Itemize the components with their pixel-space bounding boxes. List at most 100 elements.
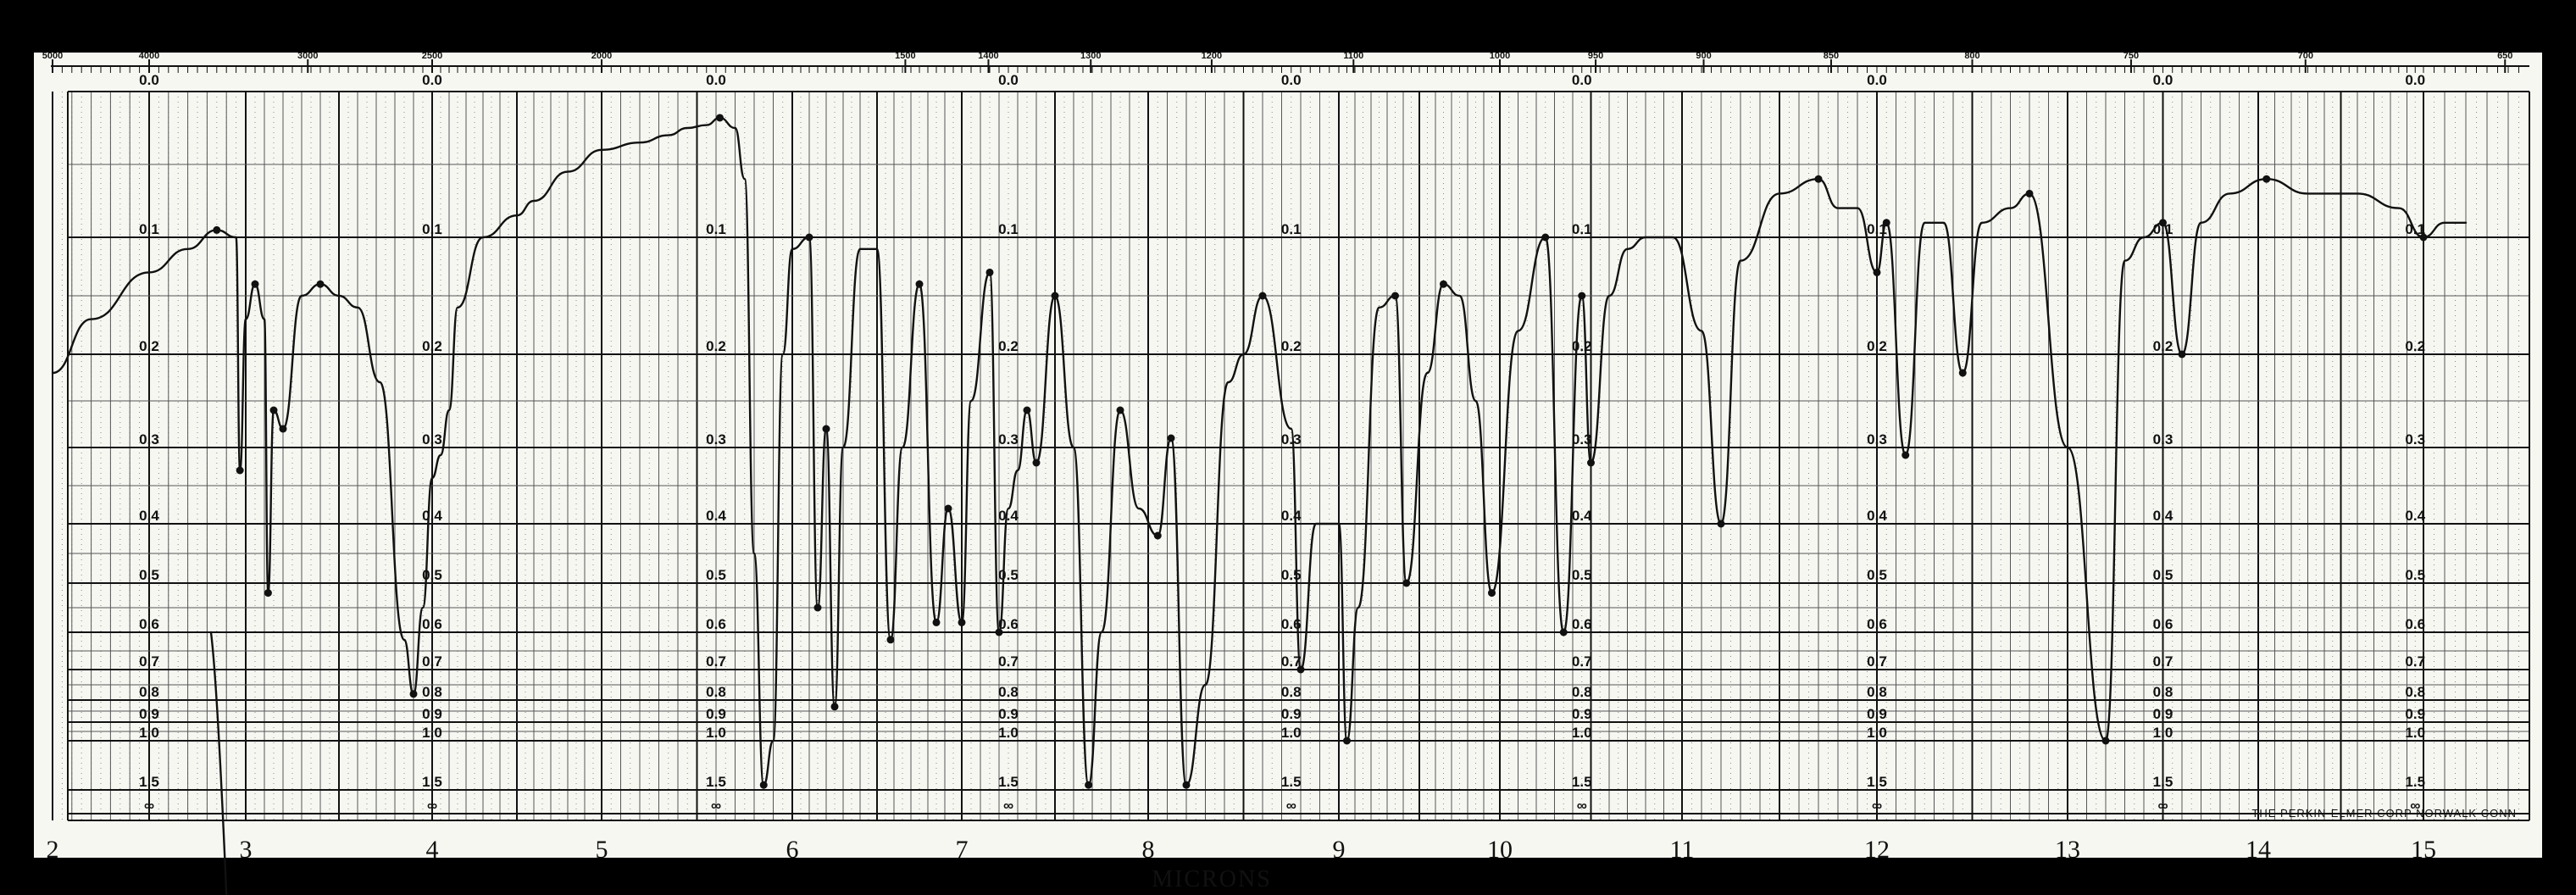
spectrum-point [1882,219,1890,227]
absorbance-label: 1.0 [139,725,159,741]
micron-tick-label: 15 [2411,836,2436,864]
absorbance-label: 0.9 [2405,706,2425,722]
micron-tick-label: 14 [2246,836,2271,864]
absorbance-label: 0.5 [1867,567,1887,583]
spectrum-point [1873,268,1881,276]
wavenumber-tick-label: 3000 [297,51,318,61]
absorbance-label: 0.6 [2153,616,2174,632]
wavenumber-tick-label: 2500 [422,51,442,61]
absorbance-label: 0.6 [1281,616,1302,632]
spectrum-point [932,618,941,626]
absorbance-label: 0.8 [422,684,442,700]
absorbance-label: 0.2 [1867,338,1887,354]
absorbance-label: ∞ [1872,798,1882,814]
absorbance-label: 1.0 [1867,725,1887,741]
absorbance-label: 0.7 [422,653,442,670]
absorbance-label: ∞ [1286,798,1296,814]
grid-layer [52,91,2530,821]
micron-tick-label: 4 [426,836,439,864]
spectrum-point [1085,781,1093,789]
wavenumber-tick-label: 4000 [139,51,159,61]
spectrum-point [830,703,839,711]
absorbance-label: 1.5 [1572,774,1592,790]
absorbance-label: 0.0 [2405,72,2425,88]
absorbance-label: 1.0 [422,725,442,741]
absorbance-label: 1.5 [2405,774,2425,790]
absorbance-label: 0.7 [2405,653,2425,670]
micron-tick-label: 9 [1333,836,1346,864]
absorbance-label: 0.2 [706,338,726,354]
wavenumber-tick-label: 1000 [1490,51,1510,61]
wavenumber-tick-label: 1200 [1202,51,1222,61]
micron-tick-label: 2 [47,836,59,864]
micron-tick-label: 8 [1142,836,1155,864]
absorbance-label: 0.3 [998,431,1019,448]
absorbance-label: 0.4 [2405,508,2425,524]
absorbance-label: 0.0 [1281,72,1302,88]
wavenumber-tick-label: 5000 [42,51,63,61]
wavenumber-scale: 5000 4000 3000 2500 2000 1500 1400 1300 1200 1100… [42,51,2529,73]
absorbance-label: 1.0 [2405,725,2425,741]
absorbance-label: ∞ [144,798,154,814]
absorbance-label: 0.2 [2405,338,2425,354]
absorbance-label: 1.5 [139,774,159,790]
absorbance-label: ∞ [2410,798,2420,814]
absorbance-label: 0.5 [998,567,1019,583]
spectrum-point [1587,459,1595,467]
absorbance-label: 0.2 [1572,338,1592,354]
absorbance-label: 0.3 [1867,431,1887,448]
spectrum-point [409,690,418,698]
wavenumber-tick-label: 1500 [895,51,915,61]
spectrum-point [1814,175,1823,183]
spectrum-point [1116,406,1124,414]
spectrum-point [1153,531,1162,540]
spectrum-point [316,280,325,288]
absorbance-label: 0.0 [2153,72,2174,88]
absorbance-label: 0.5 [1281,567,1302,583]
spectrum-point [2025,189,2034,197]
micron-tick-label: 3 [240,836,253,864]
micron-tick-label: 10 [1487,836,1513,864]
absorbance-label: 0.7 [1867,653,1887,670]
spectrum-point [1488,589,1496,598]
absorbance-label: 0.4 [422,508,442,524]
absorbance-label: 0.9 [422,706,442,722]
absorbance-label: 0.4 [706,508,726,524]
absorbance-label: 0.0 [1867,72,1887,88]
micron-scale: 2 3 4 5 6 7 8 9 10 11 12 13 14 15 [47,836,2437,864]
spectrum-point [1578,292,1586,300]
absorbance-label: 1.5 [2153,774,2174,790]
absorbance-label: 0.7 [139,653,159,670]
spectrum-point [2262,175,2271,183]
absorbance-label: 0.0 [706,72,726,88]
absorbance-label: 0.2 [422,338,442,354]
spectrum-point [1051,292,1059,300]
absorbance-label: ∞ [1003,798,1013,814]
absorbance-label: 0.9 [706,706,726,722]
micron-tick-label: 5 [596,836,608,864]
micron-tick-label: 12 [1864,836,1890,864]
absorbance-label: 0.4 [1572,508,1592,524]
absorbance-label: 0.3 [706,431,726,448]
absorbance-label: 1.0 [1281,725,1302,741]
wavenumber-tick-label: 850 [1824,51,1839,61]
spectrum-point [279,425,287,433]
absorbance-label: 0.1 [706,221,726,237]
absorbance-label: 0.6 [998,616,1019,632]
stray-pen-line [209,631,228,895]
absorbance-label: 0.6 [422,616,442,632]
wavenumber-tick-label: 1300 [1080,51,1101,61]
absorbance-label: 0.9 [1572,706,1592,722]
absorbance-label: 0.0 [422,72,442,88]
spectrum-point [251,280,259,288]
absorbance-label: 0.7 [1572,653,1592,670]
absorbance-label: 0.3 [139,431,159,448]
spectrum-point [1391,292,1399,300]
absorbance-label: 1.0 [2153,725,2174,741]
absorbance-label: 0.7 [998,653,1019,670]
spectrum-point [915,280,924,288]
absorbance-label: 1.5 [706,774,726,790]
absorbance-label: ∞ [1577,798,1587,814]
absorbance-label: 0.2 [2153,338,2174,354]
